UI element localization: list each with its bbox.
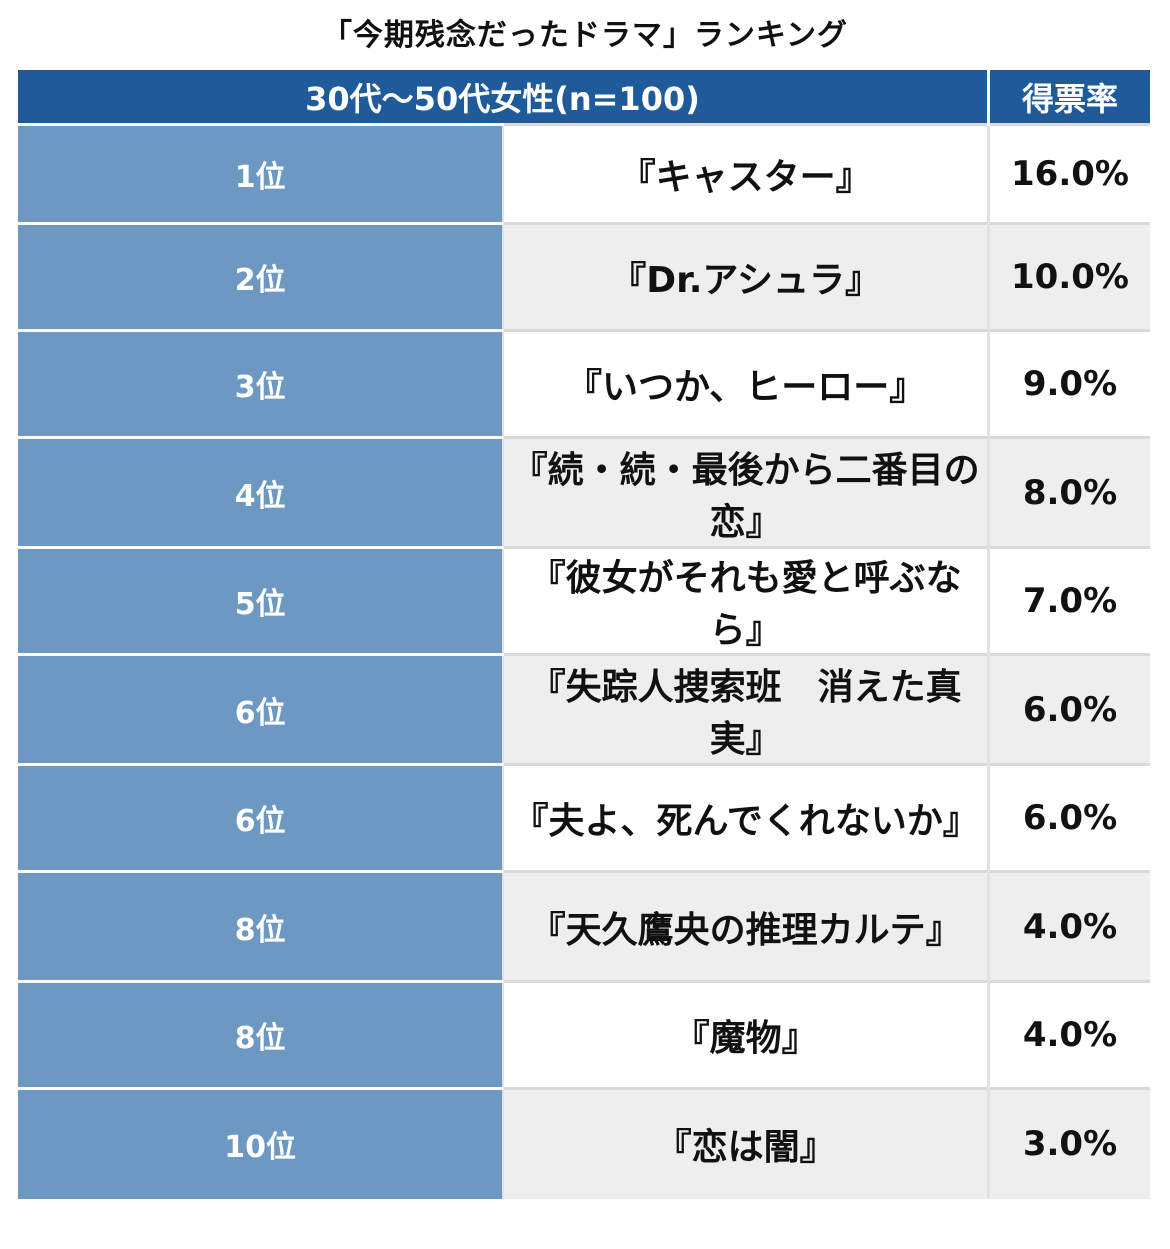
drama-title-cell: 『夫よ、死んでくれないか』 (502, 763, 989, 872)
table-row: 1位 『キャスター』 16.0% (18, 123, 1150, 224)
drama-title-cell: 『失踪人捜索班 消えた真実』 (502, 653, 989, 765)
rank-cell: 5位 (18, 546, 504, 655)
rate-cell: 6.0% (987, 653, 1150, 765)
group-header: 30代〜50代女性(n=100) (18, 70, 990, 125)
chart-title: 「今期残念だったドラマ」ランキング (321, 18, 849, 53)
table-row: 2位 『Dr.アシュラ』 10.0% (18, 222, 1150, 331)
drama-title-cell: 『天久鷹央の推理カルテ』 (502, 870, 989, 982)
ranking-table: 30代〜50代女性(n=100) 得票率 1位 『キャスター』 16.0% 2位 『Dr… (18, 70, 1150, 1199)
rate-cell: 8.0% (987, 436, 1150, 548)
rank-cell: 3位 (18, 329, 504, 438)
drama-title-cell: 『魔物』 (502, 980, 989, 1089)
rate-cell: 9.0% (987, 329, 1150, 438)
drama-title-cell: 『続・続・最後から二番目の恋』 (502, 436, 989, 548)
rate-cell: 4.0% (987, 980, 1150, 1089)
table-row: 8位 『魔物』 4.0% (18, 980, 1150, 1089)
rank-cell: 8位 (18, 980, 504, 1089)
rate-cell: 7.0% (987, 546, 1150, 655)
ranking-rows: 1位 『キャスター』 16.0% 2位 『Dr.アシュラ』 10.0% 3位 『いつか、ヒーロ… (18, 123, 1150, 1199)
header-row: 30代〜50代女性(n=100) 得票率 (18, 70, 1150, 125)
drama-title-cell: 『キャスター』 (502, 123, 989, 224)
rank-cell: 6位 (18, 763, 504, 872)
drama-title-cell: 『いつか、ヒーロー』 (502, 329, 989, 438)
drama-title-cell: 『Dr.アシュラ』 (502, 222, 989, 331)
rate-cell: 6.0% (987, 763, 1150, 872)
table-row: 6位 『失踪人捜索班 消えた真実』 6.0% (18, 653, 1150, 765)
table-row: 5位 『彼女がそれも愛と呼ぶなら』 7.0% (18, 546, 1150, 655)
rate-cell: 3.0% (987, 1087, 1150, 1199)
drama-title-cell: 『彼女がそれも愛と呼ぶなら』 (502, 546, 989, 655)
table-row: 6位 『夫よ、死んでくれないか』 6.0% (18, 763, 1150, 872)
rank-cell: 8位 (18, 870, 504, 982)
rate-cell: 4.0% (987, 870, 1150, 982)
table-row: 8位 『天久鷹央の推理カルテ』 4.0% (18, 870, 1150, 982)
rate-cell: 10.0% (987, 222, 1150, 331)
rank-cell: 6位 (18, 653, 504, 765)
rank-cell: 1位 (18, 123, 504, 224)
rank-cell: 2位 (18, 222, 504, 331)
rank-cell: 10位 (18, 1087, 504, 1199)
rate-header: 得票率 (988, 70, 1150, 125)
rate-cell: 16.0% (987, 123, 1150, 224)
rank-cell: 4位 (18, 436, 504, 548)
drama-title-cell: 『恋は闇』 (502, 1087, 989, 1199)
table-row: 4位 『続・続・最後から二番目の恋』 8.0% (18, 436, 1150, 548)
table-row: 10位 『恋は闇』 3.0% (18, 1087, 1150, 1199)
table-row: 3位 『いつか、ヒーロー』 9.0% (18, 329, 1150, 438)
